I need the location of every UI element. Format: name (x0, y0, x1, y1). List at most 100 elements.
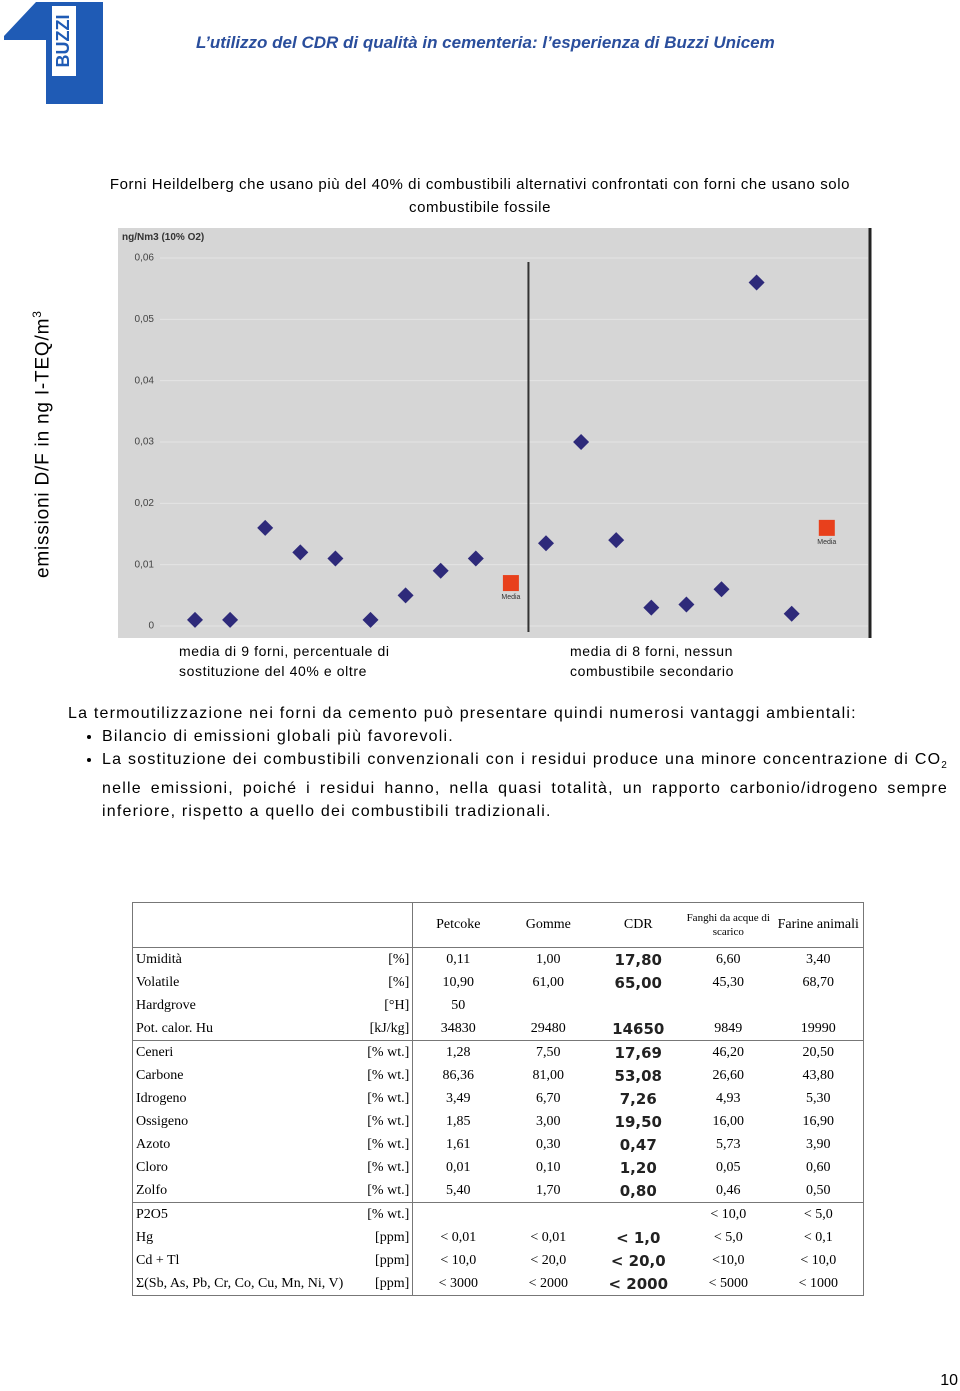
paragraph: La termoutilizzazione nei forni da cemen… (68, 705, 857, 722)
point (538, 535, 554, 552)
table-cell: 0,80 (619, 1181, 657, 1200)
table-cell: 86,36 (442, 1067, 475, 1083)
logo: BUZZI (4, 2, 103, 104)
y-tick-label: 0,04 (135, 375, 155, 386)
media-point (502, 575, 519, 592)
y-tick-label: 0,01 (135, 559, 155, 570)
table-cell: CDR (593, 902, 684, 948)
table-cell (503, 994, 593, 1017)
table-cell: 7,50 (503, 1040, 594, 1064)
table-cell: [°H] (346, 994, 414, 1017)
subscript: 2 (941, 760, 948, 772)
table-cell: < 0,1 (803, 1229, 833, 1245)
y-axis-label-sup: 3 (30, 310, 44, 318)
table-cell: Gomme (503, 902, 594, 948)
table-cell: < 5000 (708, 1275, 748, 1291)
table-cell: Hg (136, 1229, 154, 1245)
table-cell (132, 902, 347, 948)
table-cell: Idrogeno (136, 1090, 187, 1106)
table-cell: 1,70 (536, 1182, 561, 1198)
table-cell: [ppm] (346, 1249, 414, 1272)
table-cell: [kJ/kg] (346, 1017, 414, 1041)
point (748, 274, 765, 291)
table-cell: < 5,0 (713, 1229, 743, 1245)
point (432, 562, 449, 579)
table-cell: 5,40 (446, 1182, 471, 1198)
table-cell: 20,50 (773, 1040, 864, 1064)
group-caption: media di 9 forni, percentuale di sostitu… (179, 643, 390, 679)
table-row: Hardgrove [°H] 50 (133, 994, 864, 1017)
y-axis-label-text: emissioni D/F in ng I-TEQ/m (32, 317, 54, 578)
table-cell: [% wt.] (346, 1087, 414, 1110)
table-cell: 14650 (612, 1019, 665, 1038)
table-cell (773, 994, 864, 1017)
bullet: La sostituzione dei combustibili convenz… (102, 748, 948, 823)
table-cell: < 1,0 (616, 1228, 661, 1247)
point (678, 596, 695, 613)
point (187, 611, 203, 628)
point (467, 550, 484, 567)
y-tick-label: 0,02 (135, 498, 155, 509)
page-number: 10 (940, 1372, 958, 1389)
table-cell: P2O5 (132, 1202, 347, 1226)
table-cell: 0,50 (806, 1182, 831, 1198)
table-row: Volatile [%] 10,90 61,00 65,00 45,30 68,70 (133, 971, 864, 994)
table-cell (593, 994, 683, 1017)
table-cell: Volatile (136, 974, 180, 990)
point-label: Media (501, 594, 520, 601)
table-cell: [% wt.] (346, 1064, 414, 1087)
y-tick-label: 0,05 (135, 314, 155, 325)
table-cell (346, 902, 414, 948)
table-cell: 16,90 (802, 1113, 835, 1129)
table-cell: Farine animali (773, 902, 864, 948)
y-tick-label: 0,06 (135, 253, 155, 264)
chart-title: Forni Heildelberg che usano più del 40% … (109, 176, 851, 216)
point (713, 581, 730, 598)
table: Petcoke Gomme CDR Fanghi da acque di scaric… (132, 902, 865, 1296)
table-cell: Σ(Sb, As, Pb, Cr, Co, Cu, Mn, Ni, V) (136, 1275, 344, 1291)
table-row: Pot. calor. Hu [kJ/kg] 34830 29480 14650 9849… (133, 1017, 864, 1041)
table-cell: 81,00 (532, 1067, 565, 1083)
point (643, 599, 660, 616)
table-row: Ossigeno [% wt.] 1,85 3,00 19,50 16,00 16,90 (133, 1110, 864, 1133)
table-cell: 34830 (440, 1020, 476, 1036)
table-cell: 0,10 (536, 1159, 561, 1175)
table-cell: Azoto (136, 1136, 171, 1152)
table-cell: 6,60 (716, 951, 741, 967)
table-cell: 9849 (714, 1020, 743, 1036)
table-cell (503, 1202, 594, 1226)
table-row: Cloro [% wt.] 0,01 0,10 1,20 0,05 0,60 (133, 1156, 864, 1179)
table-cell: Pot. calor. Hu (136, 1020, 213, 1036)
table-row: P2O5 [% wt.] < 10,0 < 5,0 (132, 1202, 864, 1226)
point (362, 611, 379, 628)
table-cell: 3,00 (536, 1113, 561, 1129)
table-row: Ceneri [% wt.] 1,28 7,50 17,69 46,20 20,50 (132, 1040, 864, 1064)
point-label: Media (817, 539, 836, 546)
table-cell: 5,73 (716, 1136, 741, 1152)
table-cell: Umidità (136, 951, 182, 967)
table-cell: < 10,0 (683, 1202, 774, 1226)
point (397, 587, 414, 604)
table-cell: 0,30 (536, 1136, 561, 1152)
table-cell: 6,70 (536, 1090, 561, 1106)
bullet-list: Bilancio di emissioni globali più favore… (68, 725, 948, 823)
table-cell: < 10,0 (800, 1252, 837, 1268)
y-tick-label: 0,03 (135, 437, 155, 448)
table-cell: 50 (451, 997, 466, 1013)
table-cell: 1,85 (446, 1113, 471, 1129)
table-cell: 1,28 (412, 1040, 504, 1064)
table-cell: 16,00 (712, 1113, 745, 1129)
table-cell: < 5,0 (773, 1202, 864, 1226)
y-tick-label: 0 (148, 621, 154, 632)
table-cell: [ppm] (346, 1226, 414, 1249)
table-cell: 4,93 (716, 1090, 741, 1106)
table-cell: Petcoke (412, 902, 504, 948)
point (573, 434, 590, 450)
table-cell: Hardgrove (136, 997, 196, 1013)
table-cell (593, 1202, 684, 1226)
table-cell: Cloro (136, 1159, 168, 1175)
table-cell: < 1000 (798, 1275, 838, 1291)
table-cell: [% wt.] (346, 1040, 414, 1064)
